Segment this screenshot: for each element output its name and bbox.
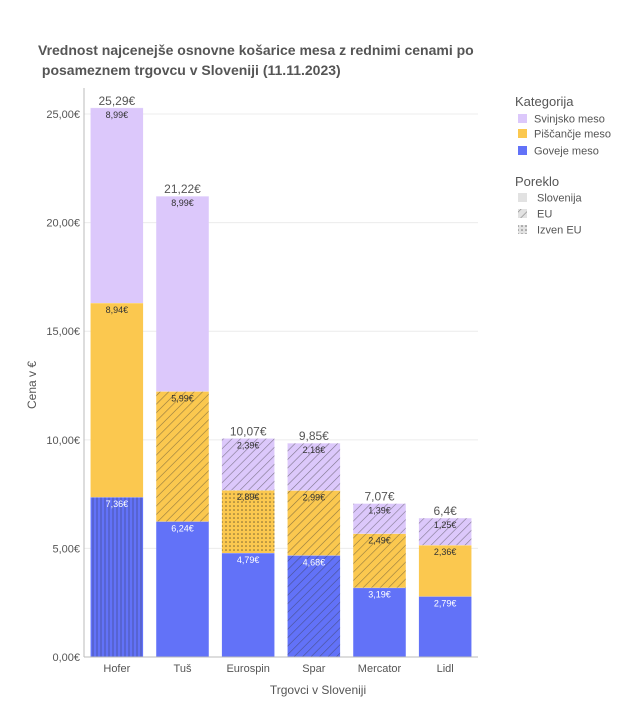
bar-tus-svinjsko-meso[interactable] xyxy=(156,196,209,392)
bar-tus-goveje-meso[interactable] xyxy=(156,521,209,657)
bar-mercator-svinjsko-meso-origin-pattern xyxy=(353,503,406,534)
y-tick-label: 25,00€ xyxy=(46,109,80,121)
data-label-spar-goveje-meso: 4,68€ xyxy=(303,557,326,567)
legend-item-slovenija[interactable]: Slovenija xyxy=(518,193,583,205)
x-tick-label-hofer: Hofer xyxy=(103,663,130,675)
data-label-lidl-piscancje-meso: 2,36€ xyxy=(434,547,457,557)
legend-item-piscancje[interactable]: Piščančje meso xyxy=(518,129,611,141)
data-label-tus-svinjsko-meso: 8,99€ xyxy=(171,198,194,208)
data-label-mercator-goveje-meso: 3,19€ xyxy=(368,590,391,600)
bar-lidl-piscancje-meso[interactable] xyxy=(418,545,472,597)
legend: Kategorija Svinjsko meso Piščančje meso … xyxy=(515,94,611,237)
data-labels: 7,36€ 8,94€ 8,99€ 25,29€ Hofer 6,24€ 5,99€ 8,99… xyxy=(98,94,457,675)
legend-swatch-goveje xyxy=(518,146,527,155)
x-tick-label-mercator: Mercator xyxy=(358,663,402,675)
data-label-eurospin-goveje-meso: 4,79€ xyxy=(237,555,260,565)
bar-tus-piscancje-meso-origin-pattern xyxy=(156,391,209,522)
x-axis-title: Trgovci v Sloveniji xyxy=(270,683,366,697)
data-label-lidl-goveje-meso: 2,79€ xyxy=(434,598,457,608)
gridlines: 0,00€ 5,00€ 10,00€ 15,00€ 20,00€ 25,00€ xyxy=(46,109,478,664)
legend-swatch-piscancje xyxy=(518,129,527,138)
legend-swatch-svinjsko xyxy=(518,114,527,123)
data-label-mercator-piscancje-meso: 2,49€ xyxy=(368,536,391,546)
legend-item-goveje[interactable]: Goveje meso xyxy=(518,146,599,158)
x-tick-label-spar: Spar xyxy=(302,663,326,675)
legend-swatch-eu-pattern xyxy=(518,209,527,218)
data-label-eurospin-svinjsko-meso: 2,39€ xyxy=(237,440,260,450)
legend-label-izven-eu: Izven EU xyxy=(537,225,582,237)
bar-mercator-goveje-meso[interactable] xyxy=(353,587,406,657)
total-label-eurospin: 10,07€ xyxy=(230,424,267,438)
legend-category-title: Kategorija xyxy=(515,94,574,109)
chart-title-line1: Vrednost najcenejše osnovne košarice mes… xyxy=(38,42,474,58)
bar-lidl-svinjsko-meso-origin-pattern xyxy=(418,518,472,546)
bar-spar-goveje-meso-origin-pattern xyxy=(287,555,341,657)
bar-eurospin-piscancje-meso-origin-pattern xyxy=(221,490,275,553)
legend-label-eu: EU xyxy=(537,209,552,221)
bar-hofer-goveje-meso-origin-pattern xyxy=(90,497,144,657)
data-label-mercator-svinjsko-meso: 1,39€ xyxy=(368,505,391,515)
legend-label-slovenija: Slovenija xyxy=(537,193,583,205)
legend-swatch-izven-eu-pattern xyxy=(518,225,527,234)
chart-title-line2: posameznem trgovcu v Sloveniji (11.11.20… xyxy=(38,62,341,78)
total-label-mercator: 7,07€ xyxy=(364,489,394,503)
total-label-lidl: 6,4€ xyxy=(433,504,457,518)
bar-hofer-svinjsko-meso[interactable] xyxy=(90,107,144,304)
chart-title: Vrednost najcenejše osnovne košarice mes… xyxy=(38,42,474,78)
legend-origin-title: Poreklo xyxy=(515,174,559,189)
bar-eurospin-svinjsko-meso-origin-pattern xyxy=(221,438,275,491)
y-axis-title: Cena v € xyxy=(25,361,39,409)
bar-hofer-piscancje-meso[interactable] xyxy=(90,303,144,498)
data-label-tus-piscancje-meso: 5,99€ xyxy=(171,393,194,403)
y-tick-label: 10,00€ xyxy=(46,435,80,447)
x-tick-label-lidl: Lidl xyxy=(437,663,454,675)
axes xyxy=(83,88,478,658)
legend-label-goveje: Goveje meso xyxy=(534,146,599,158)
bar-spar-piscancje-meso-origin-pattern xyxy=(287,490,341,556)
y-tick-label: 15,00€ xyxy=(46,326,80,338)
data-label-spar-svinjsko-meso: 2,18€ xyxy=(303,445,326,455)
x-tick-label-tus: Tuš xyxy=(174,663,192,675)
legend-label-piscancje: Piščančje meso xyxy=(534,129,611,141)
bar-mercator-piscancje-meso-origin-pattern xyxy=(353,533,406,588)
y-tick-label: 0,00€ xyxy=(52,652,80,664)
legend-item-izven-eu[interactable]: Izven EU xyxy=(518,225,582,237)
total-label-hofer: 25,29€ xyxy=(98,94,135,108)
data-label-hofer-svinjsko-meso: 8,99€ xyxy=(106,110,129,120)
bar-eurospin-goveje-meso[interactable] xyxy=(221,552,275,657)
data-label-hofer-piscancje-meso: 8,94€ xyxy=(106,305,129,315)
data-label-tus-goveje-meso: 6,24€ xyxy=(171,523,194,533)
legend-label-svinjsko: Svinjsko meso xyxy=(534,114,605,126)
legend-item-eu[interactable]: EU xyxy=(518,209,552,221)
y-tick-label: 20,00€ xyxy=(46,218,80,230)
bar-lidl-goveje-meso[interactable] xyxy=(418,596,472,657)
bar-spar-svinjsko-meso-origin-pattern xyxy=(287,443,341,491)
legend-item-svinjsko[interactable]: Svinjsko meso xyxy=(518,114,605,126)
total-label-spar: 9,85€ xyxy=(299,429,329,443)
data-label-eurospin-piscancje-meso: 2,89€ xyxy=(237,492,260,502)
data-label-spar-piscancje-meso: 2,99€ xyxy=(303,492,326,502)
data-label-hofer-goveje-meso: 7,36€ xyxy=(106,499,129,509)
bars xyxy=(90,107,472,657)
legend-swatch-slovenija xyxy=(518,193,527,202)
x-tick-label-eurospin: Eurospin xyxy=(226,663,269,675)
y-tick-label: 5,00€ xyxy=(52,543,80,555)
total-label-tus: 21,22€ xyxy=(164,182,201,196)
data-label-lidl-svinjsko-meso: 1,25€ xyxy=(434,520,457,530)
